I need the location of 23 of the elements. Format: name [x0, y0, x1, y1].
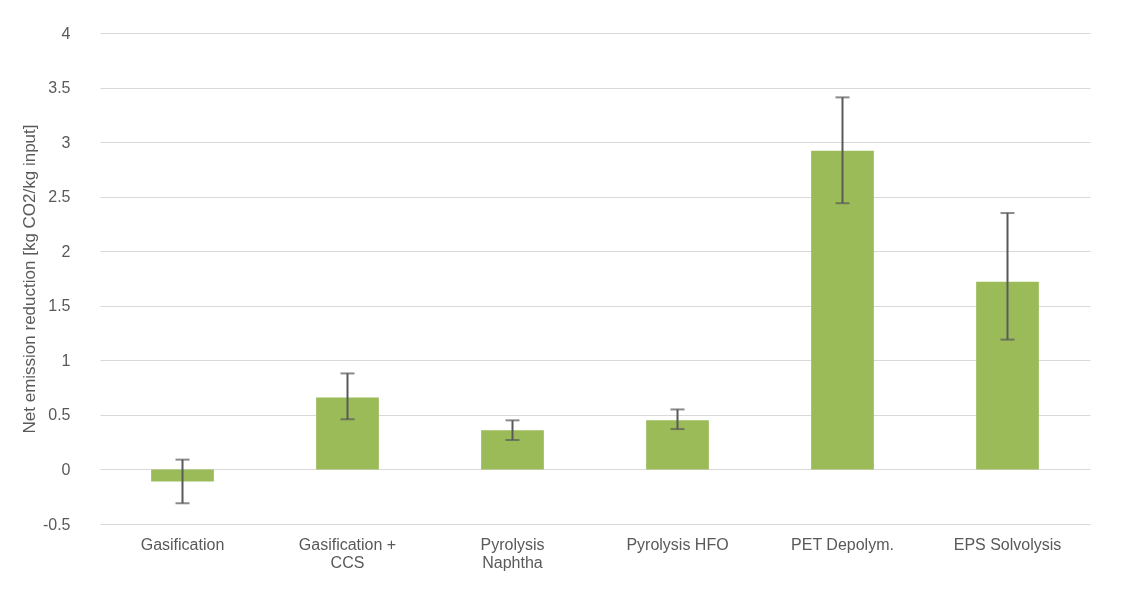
bar — [646, 420, 709, 470]
bar — [481, 430, 544, 470]
x-tick-label: Gasification + CCS — [298, 535, 397, 571]
y-tick-label: 3.5 — [48, 79, 71, 97]
y-tick-label: 0.5 — [48, 406, 71, 424]
x-tick-label: Gasification — [140, 535, 225, 553]
y-tick-label: 3 — [61, 133, 71, 151]
x-tick-label: EPS Solvolysis — [953, 535, 1062, 553]
y-tick-label: 2 — [61, 242, 71, 260]
y-axis-title: Net emission reduction [kg CO2/kg input] — [19, 124, 39, 434]
y-tick-label: 0 — [61, 460, 71, 478]
bar — [316, 397, 379, 470]
bar — [976, 281, 1039, 470]
x-tick-label: PET Depolym. — [791, 535, 894, 553]
bar — [151, 469, 214, 482]
bar — [811, 150, 874, 470]
y-tick-label: 1 — [61, 351, 71, 369]
y-tick-label: 2.5 — [48, 188, 71, 206]
x-tick-label: Pyrolysis Naphtha — [480, 535, 545, 571]
y-tick-label: 1.5 — [48, 297, 71, 315]
y-tick-label: 4 — [61, 24, 71, 42]
y-tick-label: -0.5 — [42, 515, 71, 533]
x-tick-label: Pyrolysis HFO — [626, 535, 729, 553]
